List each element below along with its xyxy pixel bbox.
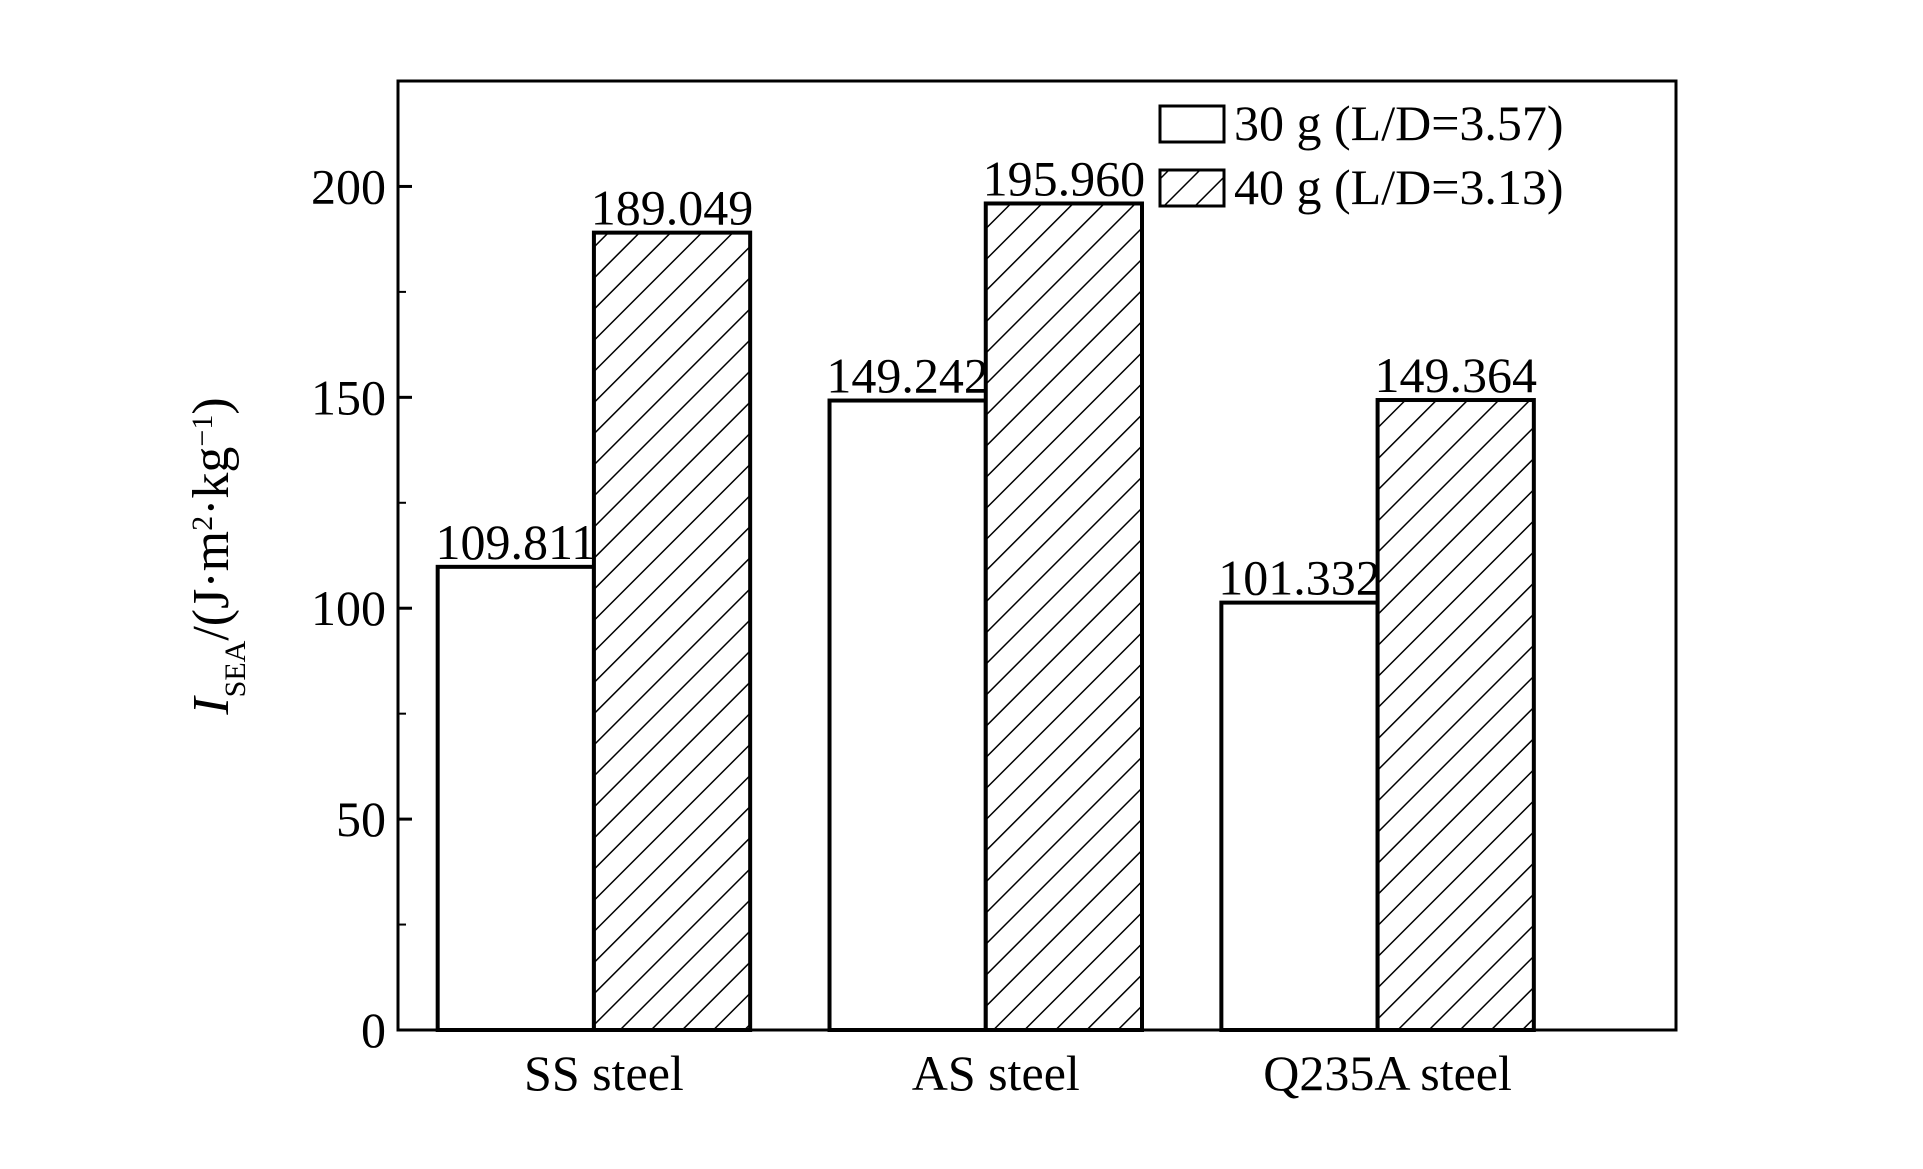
value-label: 195.960 [983,150,1146,206]
bar [983,201,1145,1033]
legend-swatch [1158,104,1226,144]
bar [1375,398,1536,1032]
value-label: 109.811 [435,514,596,570]
value-label: 189.049 [591,180,754,236]
y-label-part: /(J·m [183,531,240,641]
legend-swatch [1158,168,1226,208]
y-axis-label: ISEA/(J·m2·kg−1) [183,397,252,715]
y-label-part: 2 [186,516,219,531]
y-tick-label: 200 [311,158,386,214]
y-tick-label: 0 [361,1002,386,1058]
legend-label: 40 g (L/D=3.13) [1234,159,1564,215]
bar [435,564,596,1032]
value-label: 101.332 [1218,550,1381,606]
y-label-part: I [183,695,240,716]
y-label-part: ·kg [183,447,240,516]
value-label: 149.364 [1374,347,1537,403]
y-tick-label: 150 [311,369,386,425]
bar [591,230,753,1033]
x-tick-label: Q235A steel [1263,1045,1512,1101]
y-label-part: ) [183,397,240,414]
bar [1219,600,1380,1032]
legend-label: 30 g (L/D=3.57) [1234,95,1564,151]
y-label-part: −1 [186,415,219,447]
y-tick-label: 100 [311,580,386,636]
y-label-part: SEA [219,640,252,697]
bar [827,398,988,1032]
x-tick-label: SS steel [524,1045,684,1101]
value-label: 149.242 [826,348,989,404]
x-tick-label: AS steel [912,1045,1080,1101]
y-tick-label: 50 [336,791,386,847]
